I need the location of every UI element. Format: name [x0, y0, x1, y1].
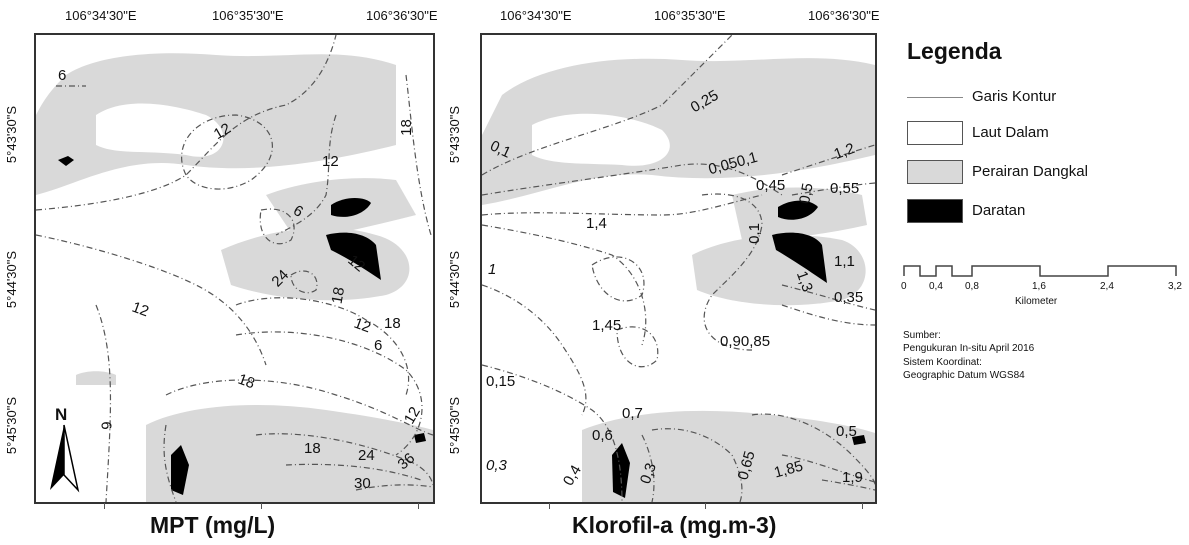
- shallow-water-area: [146, 405, 433, 502]
- map-canvas: [482, 35, 875, 502]
- contour-label: 1,45: [592, 317, 622, 334]
- contour-label: 6: [97, 421, 115, 430]
- legend-label: Laut Dalam: [972, 124, 1049, 141]
- map-title: MPT (mg/L): [150, 512, 276, 538]
- deep-sea-swatch: [907, 121, 963, 145]
- contour-label: 1,4: [586, 215, 607, 232]
- scale-tick: 3,2: [1168, 281, 1182, 292]
- scale-tick: 0,4: [929, 281, 943, 292]
- contour-label: 0,5: [836, 423, 857, 440]
- contour-label: 0,1: [745, 223, 763, 244]
- north-arrow: [50, 424, 80, 493]
- lat-label: 5°43'30"S: [4, 105, 20, 164]
- land-area: [414, 433, 426, 443]
- contour-label: 18: [384, 315, 401, 332]
- lon-label: 106°35'30"E: [654, 8, 726, 23]
- contour-label: 18: [397, 119, 415, 136]
- land-swatch: [907, 199, 963, 223]
- contour-label: 0,45: [756, 177, 786, 194]
- legend-label: Daratan: [972, 202, 1026, 219]
- contour-lines: [36, 35, 433, 502]
- land-area: [772, 232, 827, 283]
- legend-label: Perairan Dangkal: [972, 163, 1088, 180]
- axis-tick: [104, 503, 105, 509]
- shallow-water-area: [221, 227, 410, 301]
- shallow-water-area: [532, 113, 670, 166]
- contour-label: 18: [304, 440, 321, 457]
- contour-line-swatch: [907, 97, 963, 98]
- contour-lines: [482, 35, 875, 502]
- lat-label: 5°45'30"S: [4, 396, 20, 455]
- scale-tick: 0,8: [965, 281, 979, 292]
- land-area: [331, 198, 371, 217]
- land-area: [852, 435, 866, 445]
- scale-tick: 1,6: [1032, 281, 1046, 292]
- contour-label: 30: [354, 475, 371, 492]
- map-canvas: [36, 35, 433, 502]
- contour-label: 0,7: [622, 405, 643, 422]
- contour-label: 12: [322, 153, 339, 170]
- shallow-water-area: [76, 371, 116, 385]
- contour-label: 24: [358, 447, 375, 464]
- scale-unit: Kilometer: [1015, 296, 1058, 307]
- contour-label: 0,3: [486, 457, 507, 474]
- lat-label: 5°45'30"S: [447, 396, 463, 455]
- scale-bar: [903, 265, 1177, 277]
- lat-label: 5°44'30"S: [447, 250, 463, 309]
- lon-label: 106°34'30"E: [500, 8, 572, 23]
- land-area: [171, 445, 189, 495]
- land-area: [778, 200, 818, 220]
- contour-label: 6: [374, 337, 383, 354]
- contour-label: 0,5: [796, 181, 817, 206]
- axis-tick: [862, 503, 863, 509]
- map-frame: N 6 12 12 18 6 12 24 18 12 18 6 12 18 6 …: [34, 33, 435, 504]
- lat-label: 5°43'30"S: [447, 105, 463, 164]
- contour-label: 0,55: [830, 180, 860, 197]
- source-line: Pengukuran In-situ April 2016: [903, 343, 1035, 354]
- contour-label: 1,9: [842, 469, 863, 486]
- contour-label: 0,90,85: [720, 333, 771, 350]
- contour-label: 18: [328, 285, 349, 306]
- map-frame: 0,25 0,1 1,2 0,050,1 0,45 0,55 0,5 1,4 0…: [480, 33, 877, 504]
- lon-label: 106°36'30"E: [366, 8, 438, 23]
- shallow-water-area: [582, 410, 875, 502]
- source-line: Sumber:: [903, 330, 941, 341]
- shallow-water-swatch: [907, 160, 963, 184]
- contour-label: 0,15: [486, 373, 516, 390]
- north-arrow-label: N: [55, 405, 68, 424]
- legend-title: Legenda: [907, 38, 1002, 64]
- contour-label: 1,1: [834, 253, 855, 270]
- source-line: Geographic Datum WGS84: [903, 370, 1025, 381]
- lon-label: 106°36'30"E: [808, 8, 880, 23]
- land-area: [612, 443, 630, 498]
- scale-tick: 2,4: [1100, 281, 1114, 292]
- contour-label: 1: [488, 261, 497, 278]
- lat-label: 5°44'30"S: [4, 250, 20, 309]
- lon-label: 106°35'30"E: [212, 8, 284, 23]
- land-area: [58, 156, 74, 166]
- source-line: Sistem Koordinat:: [903, 357, 982, 368]
- contour-label: 0,35: [834, 289, 864, 306]
- axis-tick: [549, 503, 550, 509]
- shallow-water-area: [96, 103, 224, 157]
- land-area: [326, 232, 381, 280]
- contour-label: 0,6: [592, 427, 613, 444]
- legend-label: Garis Kontur: [972, 88, 1057, 105]
- axis-tick: [705, 503, 706, 509]
- shallow-water-area: [482, 58, 875, 205]
- scale-tick: 0: [901, 281, 907, 292]
- axis-tick: [418, 503, 419, 509]
- contour-label: 6: [58, 67, 67, 84]
- map-title: Klorofil-a (mg.m-3): [572, 512, 777, 538]
- lon-label: 106°34'30"E: [65, 8, 137, 23]
- axis-tick: [261, 503, 262, 509]
